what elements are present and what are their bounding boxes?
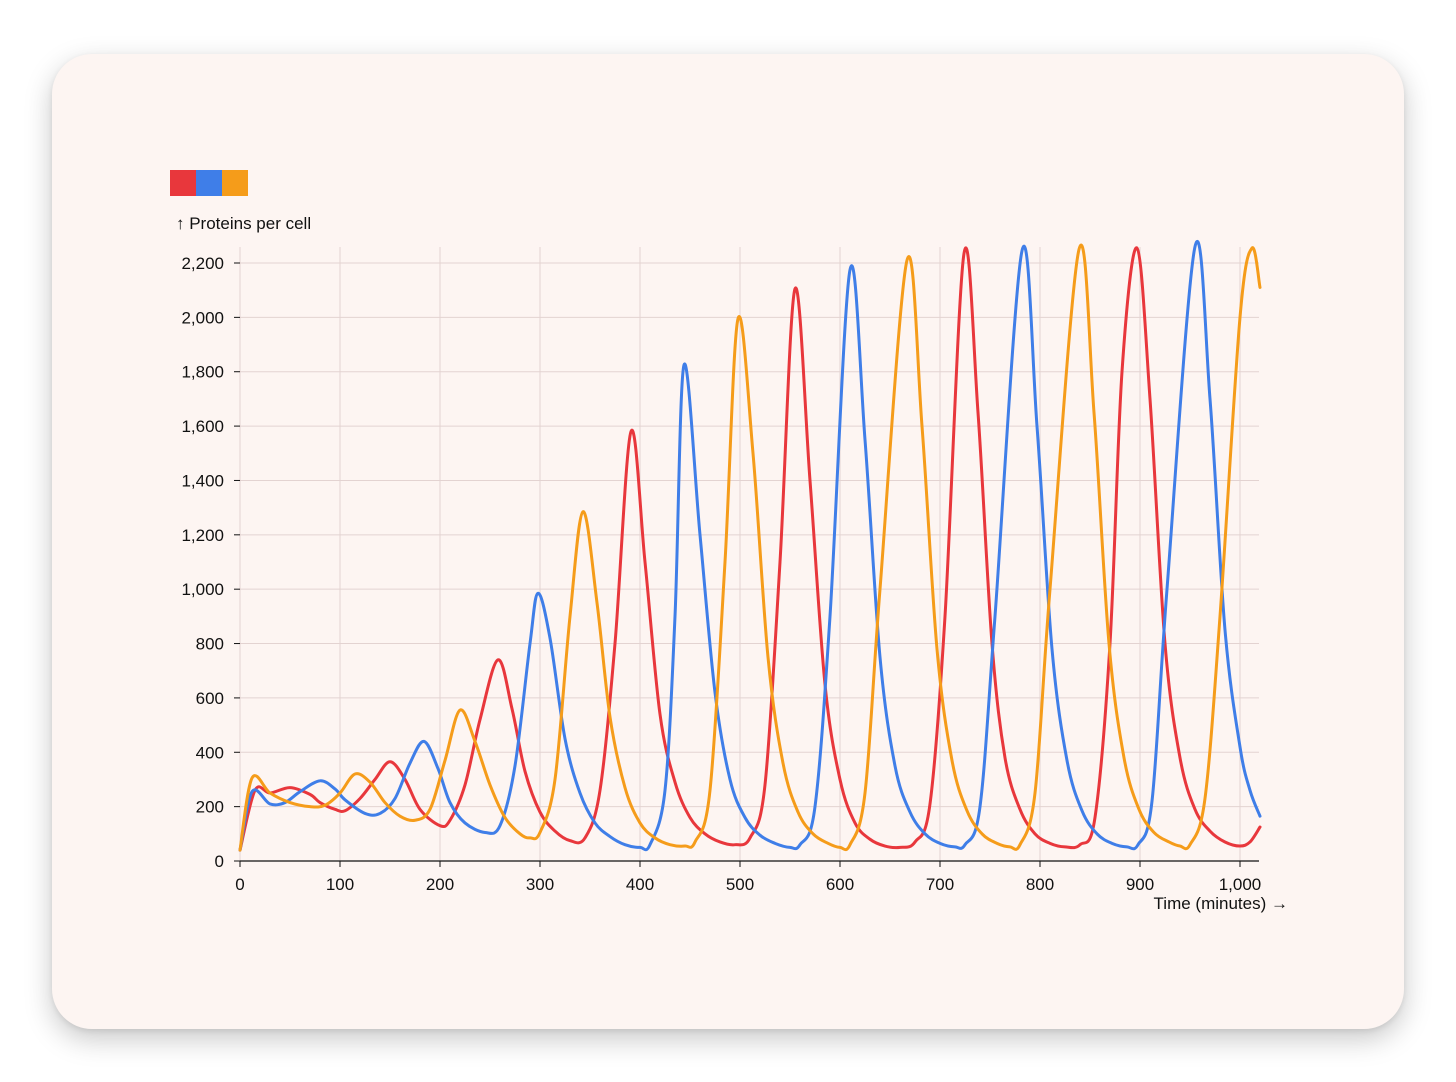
x-tick-label: 700 — [926, 875, 954, 894]
y-tick-label: 0 — [215, 852, 224, 871]
y-axis-label: ↑ Proteins per cell — [176, 214, 311, 233]
y-tick-label: 2,000 — [181, 308, 224, 327]
y-tick-label: 1,800 — [181, 363, 224, 382]
y-tick-label: 2,200 — [181, 254, 224, 273]
y-tick-label: 1,600 — [181, 417, 224, 436]
x-tick-label: 1,000 — [1219, 875, 1262, 894]
legend-swatch-blue — [196, 170, 222, 196]
x-tick-label: 200 — [426, 875, 454, 894]
series-lines — [238, 240, 1262, 852]
grid — [239, 247, 1259, 861]
y-tick-label: 800 — [196, 635, 224, 654]
y-tick-label: 1,000 — [181, 580, 224, 599]
x-tick-label: 900 — [1126, 875, 1154, 894]
axes: 0 100 200 300 400 500 600 700 800 900 1,000 0 200 400… — [181, 254, 1261, 894]
legend — [170, 170, 248, 196]
legend-swatch-orange — [222, 170, 248, 196]
y-tick-label: 400 — [196, 743, 224, 762]
y-tick-label: 600 — [196, 689, 224, 708]
x-tick-label: 100 — [326, 875, 354, 894]
legend-swatch-red — [170, 170, 196, 196]
x-tick-label: 400 — [626, 875, 654, 894]
x-tick-label: 300 — [526, 875, 554, 894]
x-tick-label: 800 — [1026, 875, 1054, 894]
x-tick-label: 500 — [726, 875, 754, 894]
series-line-red — [238, 246, 1262, 852]
series-line-blue — [238, 240, 1262, 852]
y-tick-label: 1,400 — [181, 471, 224, 490]
x-tick-label: 600 — [826, 875, 854, 894]
series-line-orange — [238, 243, 1262, 852]
chart-card — [52, 54, 1404, 1029]
x-tick-label: 0 — [235, 875, 244, 894]
y-tick-label: 1,200 — [181, 526, 224, 545]
x-axis-label: Time (minutes) → — [1154, 894, 1288, 913]
y-tick-label: 200 — [196, 798, 224, 817]
